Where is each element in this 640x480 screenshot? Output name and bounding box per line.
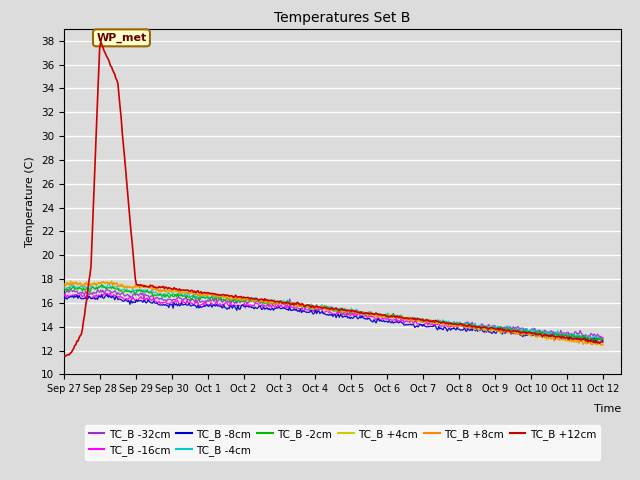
Text: Time: Time [593, 404, 621, 414]
Title: Temperatures Set B: Temperatures Set B [274, 11, 411, 25]
Text: WP_met: WP_met [97, 33, 147, 43]
Y-axis label: Temperature (C): Temperature (C) [26, 156, 35, 247]
Legend: TC_B -32cm, TC_B -16cm, TC_B -8cm, TC_B -4cm, TC_B -2cm, TC_B +4cm, TC_B +8cm, T: TC_B -32cm, TC_B -16cm, TC_B -8cm, TC_B … [84, 424, 600, 460]
